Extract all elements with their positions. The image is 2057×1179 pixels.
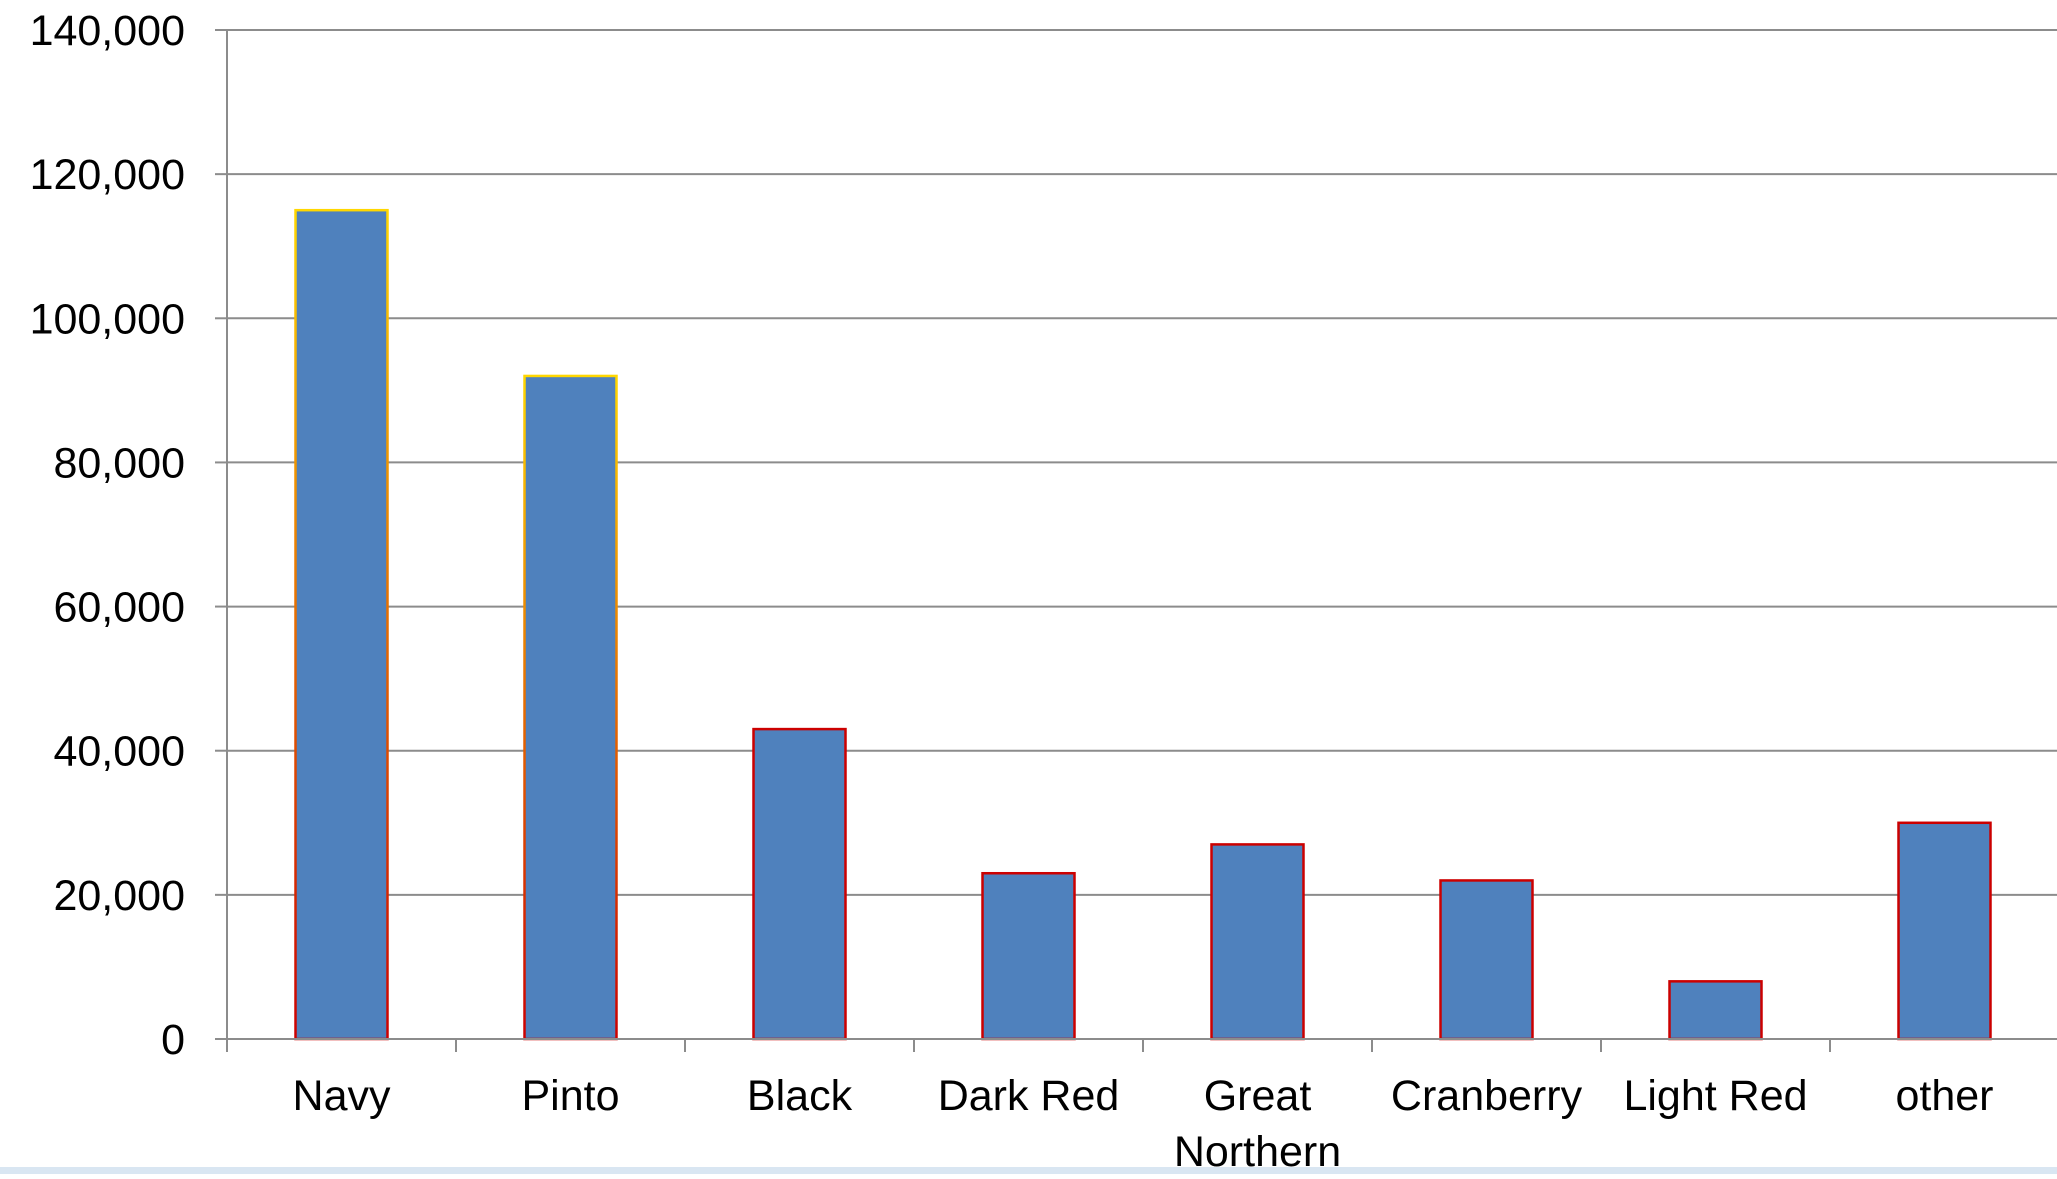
bottom-edge-strip bbox=[0, 1167, 2057, 1174]
bar-cranberry bbox=[1439, 879, 1534, 1041]
y-tick-label: 120,000 bbox=[30, 151, 185, 199]
x-tick-label: Black bbox=[747, 1072, 853, 1120]
x-tick-label: Cranberry bbox=[1391, 1072, 1583, 1120]
bar-other bbox=[1897, 821, 1992, 1041]
y-tick-label: 40,000 bbox=[53, 728, 185, 776]
gridlines bbox=[227, 29, 2057, 896]
bar-black bbox=[752, 727, 847, 1041]
y-tick-label: 0 bbox=[161, 1016, 185, 1064]
y-tick-label: 60,000 bbox=[53, 584, 185, 632]
bar-great-northern bbox=[1210, 843, 1305, 1041]
bar-navy bbox=[294, 208, 389, 1041]
y-tick-labels: 0 20,000 40,000 60,000 80,000 100,000 120,000 1… bbox=[30, 7, 185, 1064]
axes bbox=[215, 29, 2057, 1052]
bar-pinto bbox=[523, 374, 618, 1041]
bar-light-red bbox=[1668, 980, 1763, 1041]
y-tick-label: 140,000 bbox=[30, 7, 185, 55]
x-tick-label: Dark Red bbox=[938, 1072, 1120, 1120]
x-tick-label: Great bbox=[1204, 1072, 1312, 1120]
y-tick-label: 80,000 bbox=[53, 439, 185, 487]
x-tick-label: Navy bbox=[293, 1072, 391, 1120]
x-tick-label: other bbox=[1895, 1072, 1993, 1120]
bars bbox=[294, 208, 1992, 1041]
x-tick-label: Pinto bbox=[521, 1072, 619, 1120]
y-tick-label: 20,000 bbox=[53, 872, 185, 920]
x-tick-label: Light Red bbox=[1623, 1072, 1807, 1120]
y-tick-label: 100,000 bbox=[30, 295, 185, 343]
bar-dark-red bbox=[981, 871, 1076, 1041]
x-tick-labels: Navy Pinto Black Dark Red GreatNorthernCranb… bbox=[293, 1072, 1994, 1176]
